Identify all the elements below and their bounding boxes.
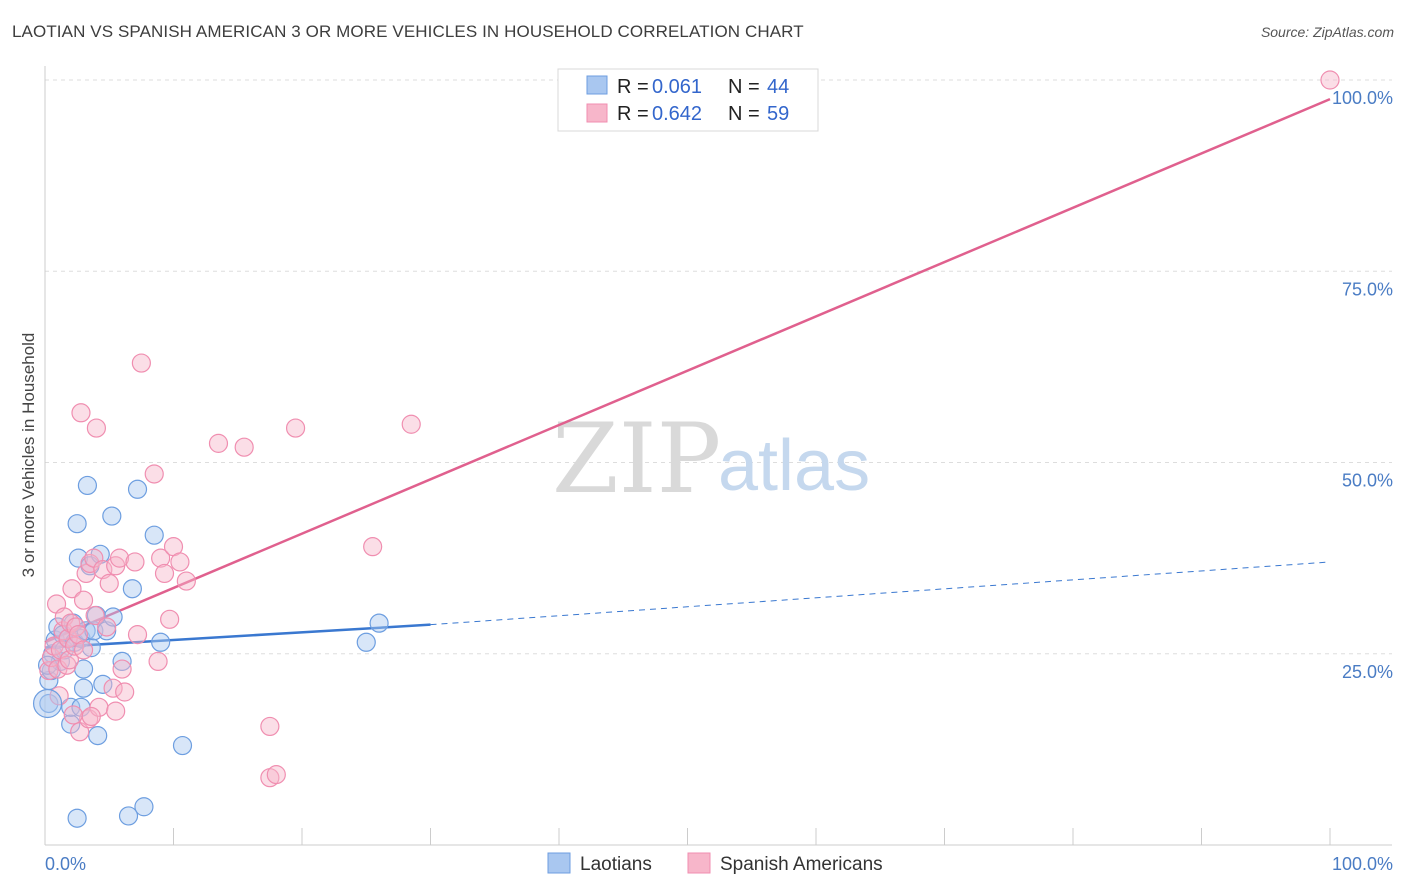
- legend-r-value-2: 0.642: [652, 103, 702, 125]
- data-point: [112, 651, 132, 672]
- data-point: [112, 659, 132, 679]
- data-point: [70, 722, 90, 742]
- data-point: [122, 579, 142, 599]
- data-point: [67, 808, 87, 828]
- data-point: [102, 506, 122, 526]
- data-point: [58, 628, 78, 649]
- legend-r-label-1: R =: [617, 76, 649, 98]
- data-point: [93, 674, 113, 694]
- data-point: [125, 552, 145, 572]
- data-point: [401, 414, 421, 434]
- x-tick-label: 100.0%: [1332, 854, 1393, 874]
- data-point: [66, 617, 86, 637]
- series-legend: Laotians Spanish Americans: [547, 852, 883, 875]
- data-point: [127, 479, 148, 499]
- legend-n-value-1: 44: [767, 76, 789, 98]
- source-label: Source: ZipAtlas.com: [1260, 24, 1394, 40]
- trend-line-spanish-americans: [44, 97, 1331, 644]
- data-point: [73, 590, 94, 610]
- data-point: [68, 625, 89, 645]
- watermark-zip: ZIP: [552, 403, 721, 515]
- data-point: [151, 632, 171, 652]
- legend-r-value-1: 0.061: [652, 76, 702, 98]
- data-point: [57, 655, 77, 675]
- trend-lines: [44, 97, 1331, 649]
- data-point: [172, 735, 193, 756]
- data-point: [234, 437, 254, 457]
- data-point: [154, 563, 175, 584]
- data-point: [88, 726, 108, 746]
- data-point: [62, 579, 82, 599]
- data-point: [81, 706, 101, 727]
- data-point: [71, 403, 91, 423]
- data-point: [151, 548, 171, 568]
- data-point: [266, 765, 286, 785]
- data-point: [285, 418, 306, 438]
- legend-n-value-2: 59: [767, 103, 789, 125]
- data-point: [86, 418, 107, 438]
- y-tick-label: 50.0%: [1342, 471, 1393, 491]
- data-point: [131, 353, 151, 373]
- data-point: [73, 678, 94, 698]
- chart-title: LAOTIAN VS SPANISH AMERICAN 3 OR MORE VE…: [12, 22, 804, 41]
- data-point: [68, 548, 89, 568]
- bottom-legend-label-spanish-americans: Spanish Americans: [720, 854, 883, 875]
- y-tick-label: 75.0%: [1342, 279, 1393, 299]
- watermark-atlas: atlas: [718, 426, 870, 506]
- legend-r-label-2: R =: [617, 103, 649, 125]
- trend-line-laotians: [44, 623, 431, 649]
- data-point: [260, 716, 280, 737]
- legend-n-label-2: N =: [728, 103, 760, 125]
- data-point: [103, 678, 123, 698]
- x-tick-labels: 0.0% 100.0%: [45, 854, 1393, 874]
- data-point: [144, 525, 164, 545]
- series-spanish-americans: [39, 70, 1340, 788]
- legend-n-label-1: N =: [728, 76, 760, 98]
- data-point: [144, 464, 164, 484]
- y-tick-label: 100.0%: [1332, 88, 1393, 108]
- data-point: [106, 701, 126, 721]
- legend-swatch-laotians: [586, 75, 608, 95]
- data-point: [97, 617, 117, 637]
- data-point: [67, 514, 87, 534]
- watermark: ZIP atlas: [552, 403, 870, 515]
- data-point: [160, 609, 180, 629]
- data-point: [115, 682, 135, 702]
- data-point: [77, 475, 98, 496]
- data-point: [208, 433, 229, 453]
- bottom-legend-swatch-spanish-americans: [687, 852, 711, 874]
- y-axis-title: 3 or more Vehicles in Household: [19, 333, 38, 578]
- data-point-large: [32, 688, 63, 719]
- y-tick-labels: 25.0% 50.0% 75.0% 100.0%: [1332, 88, 1393, 682]
- data-point: [63, 705, 83, 725]
- legend-swatch-spanish-americans: [586, 103, 608, 123]
- y-tick-label: 25.0%: [1342, 662, 1393, 682]
- data-point: [85, 605, 105, 626]
- data-point: [73, 640, 94, 660]
- data-points: [32, 70, 1340, 828]
- grid-lines: [45, 79, 1392, 655]
- data-point: [369, 613, 389, 633]
- data-point: [176, 571, 196, 591]
- bottom-legend-swatch-laotians: [547, 852, 571, 874]
- data-point: [363, 537, 383, 557]
- bottom-legend-label-laotians: Laotians: [580, 854, 652, 875]
- data-point: [118, 806, 139, 826]
- data-point: [99, 573, 119, 593]
- data-point: [1320, 70, 1340, 90]
- data-point: [81, 638, 101, 658]
- correlation-legend: R = 0.061 N = 44 R = 0.642 N = 59: [557, 68, 819, 132]
- data-point: [134, 797, 154, 817]
- x-tick-label: 0.0%: [45, 854, 86, 874]
- data-point: [61, 697, 81, 717]
- trend-line-laotians-extrapolated: [430, 561, 1331, 626]
- data-point: [148, 651, 168, 672]
- data-point: [127, 625, 148, 645]
- data-point: [109, 548, 130, 568]
- data-point: [356, 632, 376, 652]
- data-point: [170, 552, 190, 572]
- data-point: [61, 613, 81, 633]
